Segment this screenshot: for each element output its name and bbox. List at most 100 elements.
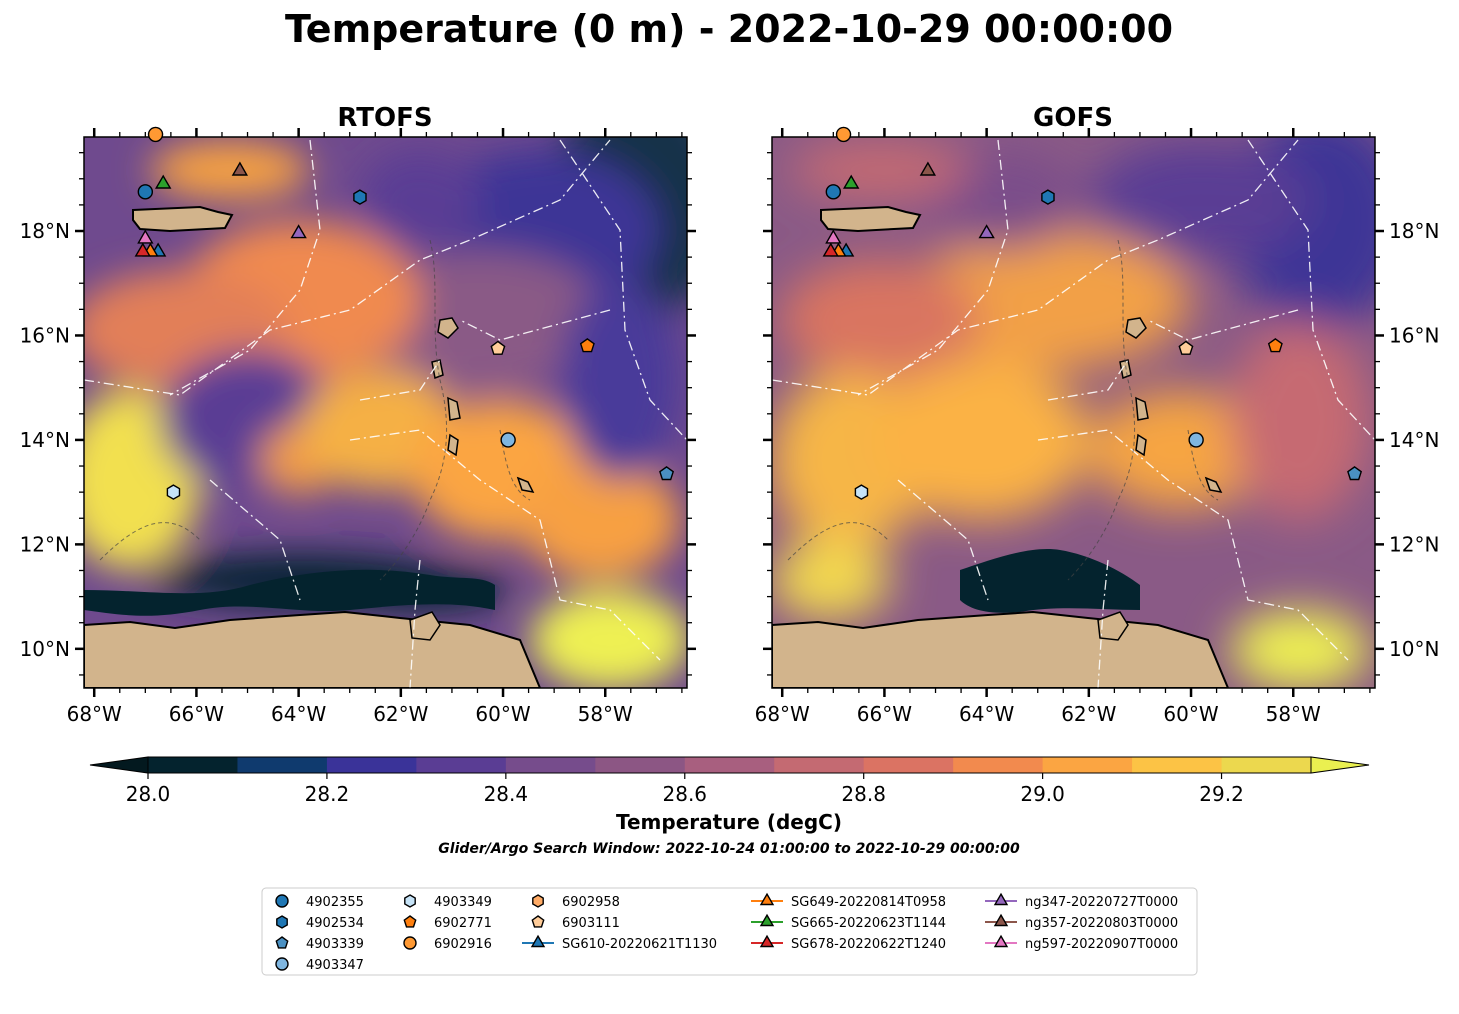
figure-title: Temperature (0 m) - 2022-10-29 00:00:00 [285,7,1173,51]
legend-marker-4903349 [404,894,416,908]
legend-marker-SG610-20220621T1130 [530,934,546,948]
lat-tick-label: 12°N [1389,532,1439,556]
legend-marker-4903339 [275,936,289,949]
temperature-field-rtofs [84,137,687,688]
colorbar-segment [595,757,686,773]
panel-title-gofs: GOFS [1033,103,1113,133]
platform-marker-4902534 [353,189,367,205]
colorbar-segment [863,757,954,773]
colorbar-segment [684,757,775,773]
cold-band-gofs [960,549,1140,613]
legend-marker-SG649-20220814T0958 [759,892,775,906]
lat-tick-label: 14°N [20,428,70,452]
legend-marker-6903111 [531,915,545,928]
legend: 4902355 4902534 4903339 4903347 4903349 69027… [275,892,1178,973]
lat-tick-label: 18°N [20,219,70,243]
platform-marker-6902771 [579,338,595,353]
platform-marker-4902534 [1041,189,1055,205]
legend-marker-4902355 [275,894,289,908]
temperature-field-gofs [772,137,1375,688]
platform-marker-6902916 [147,126,164,143]
platform-marker-ng357-20220803T0000 [231,161,249,176]
colorbar-tick-label: 28.0 [126,782,171,806]
colorbar-segment [1132,757,1223,773]
platform-marker-ng347-20220727T0000 [978,224,995,239]
colorbar-segment [505,757,596,773]
platform-marker-4903349 [854,484,869,500]
legend-label: 4902534 [306,916,364,931]
legend-marker-ng357-20220803T0000 [993,913,1009,927]
search-window-caption: Glider/Argo Search Window: 2022-10-24 01… [438,841,1020,857]
legend-label: 4902355 [306,895,364,910]
legend-marker-6902771 [403,915,417,928]
legend-label: 6902771 [434,916,492,931]
colorbar-over-arrow [1310,756,1370,774]
panel-gofs: GOFS [755,103,1440,726]
platform-marker-ng597-20220907T0000 [137,229,154,244]
legend-marker-SG678-20220622T1240 [759,934,775,948]
legend-marker-4903347 [275,957,289,971]
colorbar-tick-label: 29.0 [1020,782,1065,806]
lon-tick-label: 60°W [475,702,530,726]
lon-tick-label: 64°W [959,702,1014,726]
lon-tick-label: 64°W [271,702,326,726]
legend-marker-ng347-20220727T0000 [993,892,1009,906]
axis-ticks-gofs: 68°W 66°W 64°W 62°W 60°W 58°W 10°N 12°N 14°N 16°N… [755,128,1439,726]
platform-marker-ng357-20220803T0000 [919,161,937,176]
map-frame-gofs [771,136,1376,689]
colorbar-tick-label: 29.2 [1199,782,1244,806]
colorbar-segment [148,757,239,773]
lon-tick-label: 68°W [755,702,810,726]
legend-label: 4903349 [434,895,492,910]
lon-tick-label: 62°W [373,702,428,726]
legend-label: 4903339 [306,937,364,952]
platform-marker-6903111 [490,340,506,355]
platform-marker-4903347 [500,432,516,448]
legend-label: SG665-20220623T1144 [791,916,946,931]
platform-marker-6903111 [1178,340,1194,355]
legend-label: 6902958 [562,895,620,910]
colorbar-under-arrow [89,756,149,774]
platform-marker-SG665-20220623T1144 [842,174,860,189]
lat-tick-label: 14°N [1389,428,1439,452]
platform-marker-ng597-20220907T0000 [825,229,842,244]
colorbar-tick-label: 28.4 [484,782,529,806]
lon-tick-label: 60°W [1163,702,1218,726]
lon-tick-label: 58°W [1266,702,1321,726]
platform-marker-4902355 [825,184,842,200]
colorbar-segment [326,757,417,773]
colorbar-segment [1221,757,1312,773]
colorbar-tick-label: 28.2 [305,782,350,806]
platform-marker-6902916 [835,126,852,143]
colorbar-segment [953,757,1044,773]
legend-label: SG678-20220622T1240 [791,937,946,952]
lon-tick-label: 62°W [1061,702,1116,726]
panel-rtofs: RTOFS [20,103,696,726]
land-puerto-rico-rtofs [132,205,234,233]
legend-marker-ng597-20220907T0000 [993,934,1009,948]
lat-tick-label: 16°N [20,323,70,347]
lat-tick-label: 10°N [1389,637,1439,661]
platform-marker-4903339 [659,466,675,481]
legend-box [261,887,1198,976]
platform-marker-4903339 [1347,466,1363,481]
legend-label: ng597-20220907T0000 [1025,937,1178,952]
colorbar-segment [237,757,328,773]
land-puerto-rico-gofs [820,205,922,233]
platform-marker-ng347-20220727T0000 [290,224,307,239]
legend-label: SG649-20220814T0958 [791,895,946,910]
lat-tick-label: 16°N [1389,323,1439,347]
eez-boundaries-rtofs [84,139,687,688]
lat-tick-label: 10°N [20,637,70,661]
colorbar-segment [416,757,507,773]
legend-marker-SG665-20220623T1144 [759,913,775,927]
colorbar-tick-label: 28.6 [663,782,708,806]
lon-tick-label: 58°W [578,702,633,726]
platform-marker-4902355 [137,184,154,200]
legend-marker-6902958 [532,894,544,908]
legend-marker-6902916 [403,936,417,950]
platform-marker-SG665-20220623T1144 [154,174,172,189]
legend-label: ng347-20220727T0000 [1025,895,1178,910]
platform-marker-4903349 [166,484,181,500]
lon-tick-label: 66°W [169,702,224,726]
